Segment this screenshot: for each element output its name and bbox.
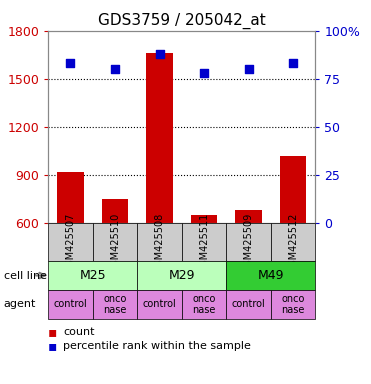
Point: [112, 66, 118, 72]
Text: GSM425512: GSM425512: [288, 212, 298, 271]
FancyBboxPatch shape: [93, 223, 137, 261]
Text: control: control: [143, 299, 176, 310]
Text: M29: M29: [168, 269, 195, 282]
Point: [290, 60, 296, 66]
Text: count: count: [63, 327, 95, 337]
Text: GSM425511: GSM425511: [199, 212, 209, 271]
Text: cell line: cell line: [4, 270, 47, 281]
Text: onco
nase: onco nase: [192, 293, 216, 315]
Bar: [146, 53, 173, 223]
Bar: [57, 172, 84, 223]
Text: ▪: ▪: [48, 325, 58, 339]
Point: [246, 66, 252, 72]
Bar: [280, 156, 306, 223]
Text: control: control: [232, 299, 265, 310]
FancyBboxPatch shape: [271, 290, 315, 319]
Text: GSM425510: GSM425510: [110, 212, 120, 271]
FancyBboxPatch shape: [182, 290, 226, 319]
Bar: [235, 210, 262, 223]
Text: GSM425509: GSM425509: [244, 212, 253, 271]
FancyBboxPatch shape: [137, 223, 182, 261]
Title: GDS3759 / 205042_at: GDS3759 / 205042_at: [98, 13, 266, 29]
FancyBboxPatch shape: [137, 290, 182, 319]
Text: onco
nase: onco nase: [103, 293, 127, 315]
Text: ▪: ▪: [48, 339, 58, 353]
Text: GSM425508: GSM425508: [155, 212, 164, 271]
Text: percentile rank within the sample: percentile rank within the sample: [63, 341, 251, 351]
FancyBboxPatch shape: [226, 290, 271, 319]
Bar: [102, 199, 128, 223]
Text: onco
nase: onco nase: [281, 293, 305, 315]
Point: [157, 51, 162, 57]
Point: [68, 60, 73, 66]
Point: [201, 70, 207, 76]
FancyBboxPatch shape: [48, 261, 137, 290]
FancyBboxPatch shape: [93, 290, 137, 319]
Bar: [191, 215, 217, 223]
Text: M25: M25: [79, 269, 106, 282]
Text: agent: agent: [4, 299, 36, 310]
Text: control: control: [54, 299, 87, 310]
Text: GSM425507: GSM425507: [66, 212, 75, 271]
FancyBboxPatch shape: [271, 223, 315, 261]
FancyBboxPatch shape: [137, 261, 226, 290]
Text: M49: M49: [257, 269, 284, 282]
FancyBboxPatch shape: [226, 223, 271, 261]
FancyBboxPatch shape: [48, 223, 93, 261]
FancyBboxPatch shape: [226, 261, 315, 290]
FancyBboxPatch shape: [48, 290, 93, 319]
FancyBboxPatch shape: [182, 223, 226, 261]
